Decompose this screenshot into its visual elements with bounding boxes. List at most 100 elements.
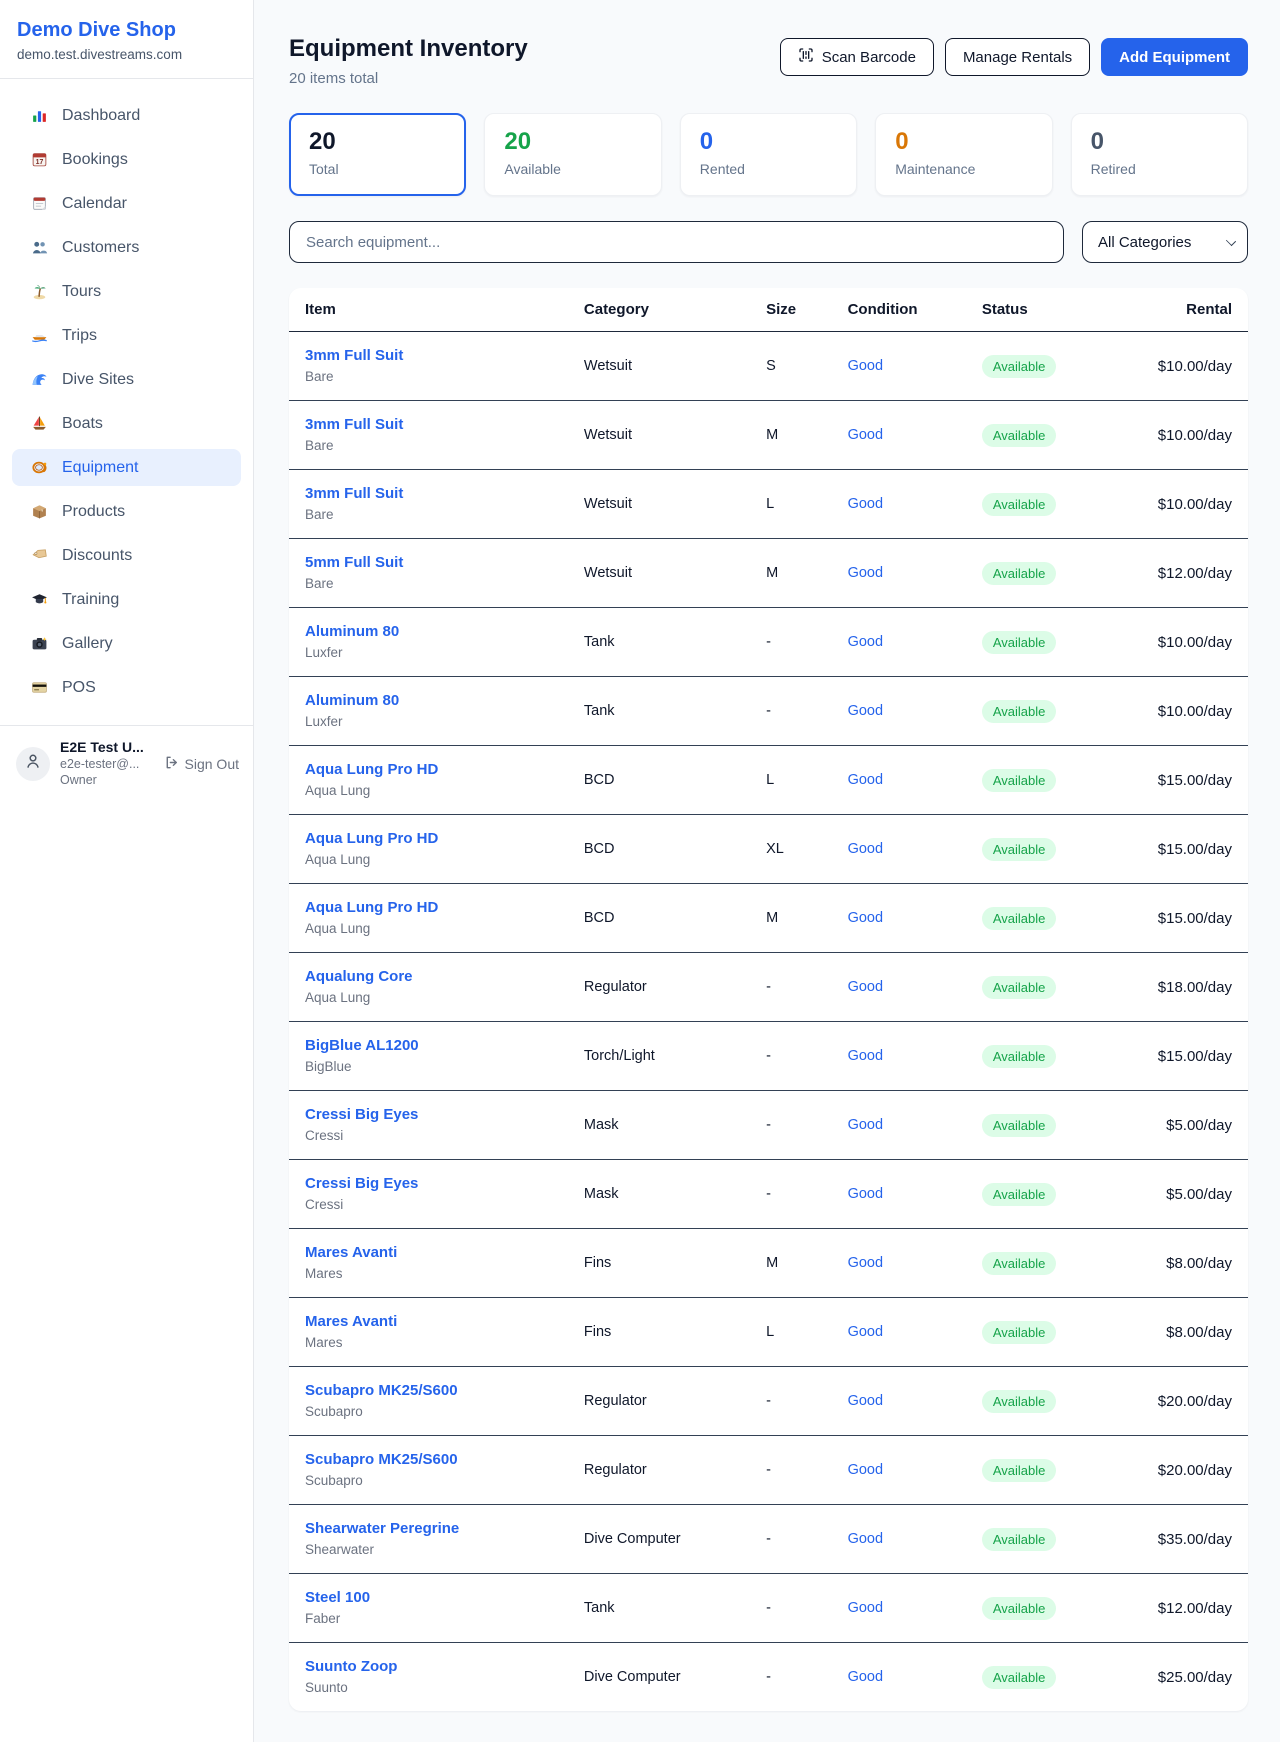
sidebar-item-bookings[interactable]: 17 Bookings: [12, 141, 241, 178]
add-equipment-button[interactable]: Add Equipment: [1101, 38, 1248, 76]
sidebar-item-dive-sites[interactable]: Dive Sites: [12, 361, 241, 398]
item-link[interactable]: Aqua Lung Pro HD: [305, 830, 439, 847]
item-link[interactable]: 5mm Full Suit: [305, 554, 404, 571]
bookings-calendar-icon: 17: [30, 151, 48, 169]
table-row: Scubapro MK25/S600 Scubapro Regulator - …: [289, 1435, 1248, 1505]
status-badge: Available: [981, 1458, 1057, 1482]
item-size: -: [754, 1090, 836, 1160]
scan-barcode-button[interactable]: Scan Barcode: [779, 38, 934, 76]
item-link[interactable]: Aqua Lung Pro HD: [305, 899, 439, 916]
stat-value: 0: [1090, 128, 1104, 155]
item-size: -: [754, 1573, 836, 1643]
sidebar-item-gallery[interactable]: Gallery: [12, 625, 241, 662]
item-size: L: [754, 745, 836, 815]
item-condition: Good: [835, 1435, 970, 1505]
item-category: Regulator: [571, 1366, 755, 1436]
sidebar-item-dashboard[interactable]: Dashboard: [12, 97, 241, 134]
item-link[interactable]: Aqualung Core: [305, 968, 413, 985]
status-badge: Available: [981, 630, 1057, 654]
item-condition: Good: [835, 1504, 970, 1574]
table-row: 3mm Full Suit Bare Wetsuit M Good Availa…: [289, 400, 1248, 470]
brand-name[interactable]: Demo Dive Shop: [17, 19, 176, 41]
status-badge: Available: [981, 768, 1057, 792]
status-badge: Available: [981, 906, 1057, 930]
stat-card-maintenance[interactable]: 0 Maintenance: [875, 113, 1053, 196]
filter-row: All Categories: [289, 221, 1248, 263]
sidebar-item-calendar[interactable]: Calendar: [12, 185, 241, 222]
sidebar-item-pos[interactable]: POS: [12, 669, 241, 706]
item-size: M: [754, 1228, 836, 1298]
stat-card-available[interactable]: 20 Available: [484, 113, 662, 196]
item-brand: Mares: [305, 1335, 343, 1350]
item-category: Dive Computer: [583, 1669, 681, 1685]
sidebar-item-label: Discounts: [62, 546, 133, 564]
item-rental: $15.00/day: [1128, 1021, 1248, 1091]
item-link[interactable]: Scubapro MK25/S600: [305, 1451, 458, 1468]
table-row: Cressi Big Eyes Cressi Mask - Good Avail…: [289, 1090, 1248, 1160]
table-row: Aluminum 80 Luxfer Tank - Good Available…: [289, 676, 1248, 746]
item-category: Mask: [571, 1090, 755, 1160]
table-row: Shearwater Peregrine Shearwater Dive Com…: [289, 1504, 1248, 1574]
item-link[interactable]: Shearwater Peregrine: [305, 1520, 460, 1537]
category-select[interactable]: All Categories: [1082, 221, 1248, 263]
page-header: Equipment Inventory 20 items total Scan …: [289, 34, 1248, 87]
sidebar-item-equipment[interactable]: Equipment: [12, 449, 241, 486]
item-brand: Aqua Lung: [305, 990, 371, 1005]
customers-icon: [30, 239, 48, 257]
manage-rentals-button[interactable]: Manage Rentals: [944, 38, 1091, 76]
status-badge: Available: [981, 1389, 1057, 1413]
status-badge: Available: [981, 561, 1057, 585]
item-rental: $35.00/day: [1128, 1504, 1248, 1574]
col-item: Item: [289, 288, 572, 332]
item-category: Wetsuit: [571, 400, 755, 470]
stat-card-rented[interactable]: 0 Rented: [679, 113, 858, 196]
item-link[interactable]: Cressi Big Eyes: [305, 1106, 419, 1123]
main-content: Equipment Inventory 20 items total Scan …: [254, 0, 1280, 1742]
sign-out-button[interactable]: Sign Out: [164, 755, 239, 773]
status-badge: Available: [981, 492, 1057, 516]
item-rental: $10.00/day: [1128, 400, 1248, 470]
search-input[interactable]: [289, 221, 1064, 263]
sidebar-item-products[interactable]: Products: [12, 493, 241, 530]
sidebar-item-tours[interactable]: Tours: [12, 273, 241, 310]
item-rental: $10.00/day: [1128, 607, 1248, 677]
brand-domain: demo.test.divestreams.com: [17, 47, 183, 62]
item-rental: $5.00/day: [1128, 1090, 1248, 1160]
sidebar-item-discounts[interactable]: Discounts: [12, 537, 241, 574]
sidebar-item-label: Trips: [62, 326, 97, 344]
status-badge: Available: [981, 354, 1057, 378]
equipment-table: Item Category Size Condition Status Rent…: [289, 288, 1248, 1711]
discounts-tag-icon: [30, 547, 48, 565]
item-link[interactable]: Aluminum 80: [305, 623, 400, 640]
sidebar-item-trips[interactable]: Trips: [12, 317, 241, 354]
item-condition: Good: [835, 1021, 970, 1091]
item-link[interactable]: Scubapro MK25/S600: [305, 1382, 458, 1399]
stat-card-total[interactable]: 20 Total: [289, 113, 467, 196]
item-link[interactable]: Mares Avanti: [305, 1313, 398, 1330]
item-link[interactable]: Cressi Big Eyes: [305, 1175, 419, 1192]
item-link[interactable]: 3mm Full Suit: [305, 416, 404, 433]
item-condition: Good: [835, 538, 970, 608]
item-link[interactable]: Mares Avanti: [305, 1244, 398, 1261]
stat-card-retired[interactable]: 0 Retired: [1070, 113, 1248, 196]
item-link[interactable]: Steel 100: [305, 1589, 371, 1606]
item-category: Fins: [571, 1228, 755, 1298]
item-link[interactable]: BigBlue AL1200: [305, 1037, 419, 1054]
table-header-row: Item Category Size Condition Status Rent…: [289, 288, 1248, 332]
item-link[interactable]: 3mm Full Suit: [305, 485, 404, 502]
sidebar-item-boats[interactable]: Boats: [12, 405, 241, 442]
user-name: E2E Test U...: [60, 739, 144, 755]
item-brand: Aqua Lung: [305, 921, 371, 936]
sidebar-item-customers[interactable]: Customers: [12, 229, 241, 266]
sign-out-label: Sign Out: [184, 755, 239, 772]
gallery-camera-icon: [30, 635, 48, 653]
header-actions: Scan Barcode Manage Rentals Add Equipmen…: [779, 38, 1248, 76]
status-badge: Available: [981, 1665, 1057, 1689]
item-link[interactable]: Suunto Zoop: [305, 1658, 398, 1675]
sidebar-item-training[interactable]: Training: [12, 581, 241, 618]
item-link[interactable]: 3mm Full Suit: [305, 347, 404, 364]
item-link[interactable]: Aluminum 80: [305, 692, 400, 709]
sidebar-item-label: Boats: [62, 414, 103, 432]
item-link[interactable]: Aqua Lung Pro HD: [305, 761, 439, 778]
item-brand: Faber: [305, 1611, 341, 1626]
